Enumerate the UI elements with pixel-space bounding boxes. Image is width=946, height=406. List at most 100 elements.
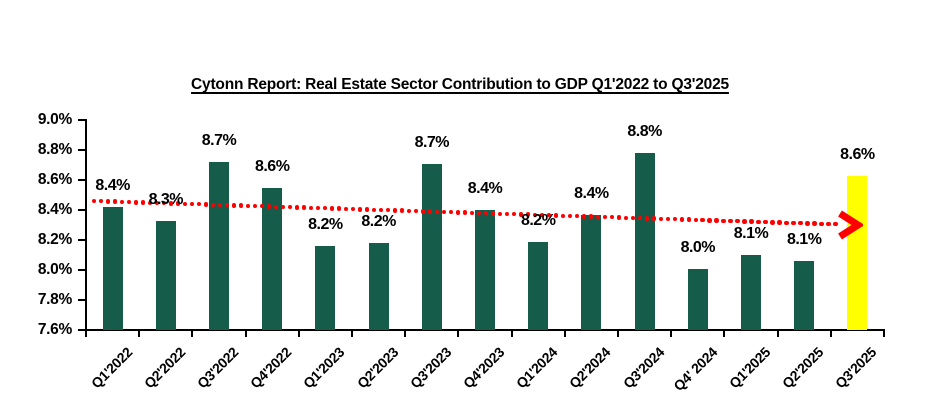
trendline-dot [448, 210, 453, 215]
trendline-dot [574, 213, 579, 219]
bar-value-label: 8.4% [95, 177, 130, 194]
trendline-dot [469, 210, 474, 216]
y-axis-tick-label: 8.6% [37, 171, 72, 188]
x-axis-tick [617, 331, 619, 337]
trendline-dot [679, 217, 684, 222]
trendline-dot [259, 204, 265, 209]
y-axis-tick [78, 119, 85, 121]
bar-value-label: 8.6% [254, 157, 290, 175]
y-axis-tick-label: 8.0% [37, 261, 72, 278]
trendline-dot [273, 204, 279, 209]
x-axis-tick [776, 331, 779, 337]
trendline-dot [644, 216, 649, 221]
trendline-dot [784, 220, 789, 225]
y-axis-tick [78, 179, 85, 181]
trendline-dot [651, 216, 656, 221]
bar [475, 210, 495, 330]
trendline-dot [427, 209, 433, 214]
x-axis-tick [510, 331, 513, 337]
bar-value-label: 8.7% [414, 133, 450, 151]
bar [155, 220, 176, 330]
trendline-dot [497, 211, 502, 216]
trendline-dot [819, 221, 824, 227]
y-axis-tick-label: 8.4% [37, 201, 72, 218]
trendline-dot [245, 203, 251, 209]
trendline-dot [546, 213, 551, 218]
trendline-dot [518, 212, 523, 217]
trendline-dot [371, 207, 377, 212]
x-axis-tick [351, 331, 353, 337]
bar-value-label: 8.4% [574, 184, 609, 202]
bar [315, 246, 336, 330]
x-axis-tick [191, 331, 194, 337]
trendline-dot [210, 202, 216, 207]
trendline-dot [105, 199, 111, 204]
trendline-dot [343, 206, 349, 212]
bar-value-label: 8.7% [201, 132, 237, 149]
trendline-dot [406, 208, 412, 214]
trendline-dot [126, 199, 132, 205]
trendline-dot [770, 220, 775, 225]
trendline-dot [413, 208, 419, 214]
trendline-dot [483, 211, 488, 216]
trendline-dot [175, 201, 181, 206]
trendline-dot [609, 215, 614, 220]
trendline-dot [308, 205, 314, 210]
bar-value-label: 8.2% [520, 211, 556, 229]
y-axis-tick-label: 9.0% [37, 111, 72, 128]
bar [634, 153, 655, 330]
bar-value-label: 8.2% [308, 216, 343, 233]
x-axis-tick [457, 331, 460, 337]
trendline-dot [777, 220, 782, 225]
trendline-dot [763, 219, 768, 225]
bar-value-label: 8.6% [840, 145, 875, 163]
trendline-dot [203, 202, 209, 207]
trendline-dot [266, 204, 272, 209]
trendline-dot [280, 204, 286, 210]
trendline-dot [490, 211, 495, 216]
bar-value-label: 8.1% [733, 225, 769, 242]
trendline-dot [378, 207, 384, 213]
trendline-dot [294, 205, 300, 210]
trendline-dot [434, 209, 440, 214]
trendline-dot [98, 199, 104, 204]
bar-value-label: 8.8% [627, 123, 662, 140]
trendline-dot [812, 221, 817, 226]
trendline-dot [532, 212, 537, 218]
x-axis-tick [297, 331, 300, 337]
trendline-dot [350, 206, 356, 212]
trendline-dot [196, 202, 202, 207]
trendline-dot [714, 218, 719, 223]
trendline-dot [357, 207, 363, 212]
trendline-dot [91, 198, 97, 204]
trendline-dot [637, 215, 642, 221]
trendline-dot [602, 214, 607, 220]
trendline-dot [364, 207, 370, 212]
trendline-dot [756, 219, 761, 225]
trendline-dot [595, 214, 600, 219]
trendline-dot [721, 218, 726, 223]
trendline-dot [616, 215, 621, 220]
trendline-dot [567, 213, 572, 219]
x-axis-tick [85, 331, 87, 337]
chart-title: Cytonn Report: Real Estate Sector Contri… [191, 76, 729, 93]
trendline-dot [672, 217, 677, 222]
trendline-dot [147, 200, 153, 205]
trendline-dot [749, 219, 754, 224]
trendline-dot [735, 219, 740, 224]
trendline-dot [455, 210, 460, 215]
trendline-dot [154, 200, 160, 206]
bar-value-label: 8.2% [361, 213, 396, 230]
bar [368, 243, 389, 330]
bar-value-label: 8.1% [786, 231, 822, 248]
bar [209, 162, 229, 330]
y-axis-tick-label: 7.6% [37, 321, 72, 338]
x-axis-tick [244, 331, 247, 337]
bar [581, 214, 602, 330]
x-axis-tick [563, 331, 566, 337]
trendline-dot [231, 203, 237, 208]
y-axis-tick [78, 329, 85, 331]
x-axis-category-label: Q1'2022 [87, 344, 135, 392]
trendline-dot [833, 222, 838, 227]
trendline-dot [252, 203, 258, 209]
